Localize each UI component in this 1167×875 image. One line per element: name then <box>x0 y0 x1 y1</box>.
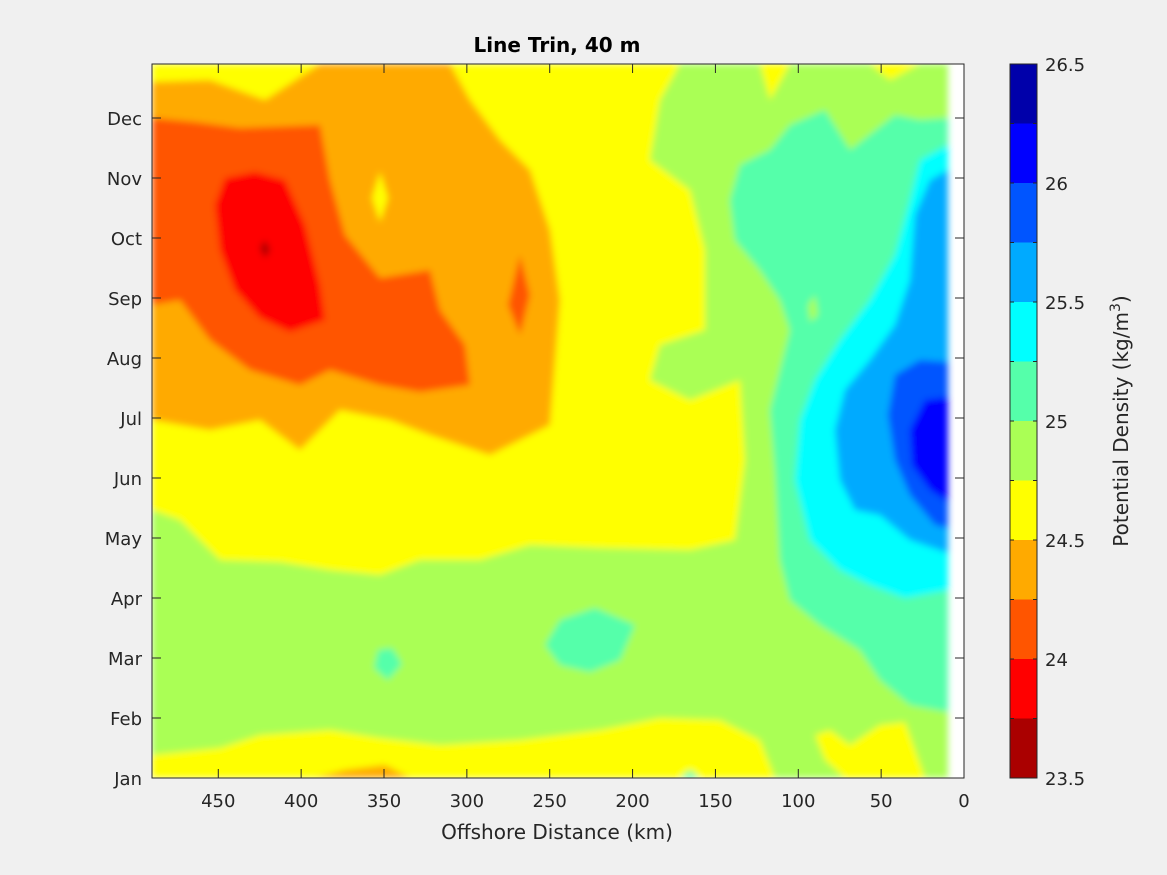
contour-region-orange <box>315 765 410 778</box>
y-tick-label: Nov <box>107 169 142 190</box>
colorbar-label: Potential Density (kg/m3) <box>1108 295 1133 546</box>
y-tick-label: Jan <box>113 769 142 790</box>
contour-region-aquagreen <box>545 608 635 672</box>
contour-region-darkred <box>260 240 270 258</box>
chart-title: Line Trin, 40 m <box>474 33 641 57</box>
axes <box>151 63 965 779</box>
y-tick-label: Dec <box>107 109 142 130</box>
y-tick-label: Feb <box>110 709 142 730</box>
colorbar: 23.5 24 24.5 25 25.5 26 26.5 <box>1009 55 1085 790</box>
contour-region-yellow <box>815 722 925 778</box>
x-tick-label: 450 <box>201 791 235 812</box>
colorbar-tick-label: 24 <box>1045 650 1068 671</box>
y-tick-label: May <box>105 529 143 550</box>
x-tick-label: 400 <box>284 791 318 812</box>
colorbar-segment <box>1010 64 1037 124</box>
y-axis: Jan Feb Mar Apr May Jun Jul Aug Sep Oct Nov Dec <box>105 109 964 790</box>
contour-region-yellow <box>372 172 388 222</box>
contour-region-red <box>215 172 325 332</box>
x-axis-label: Offshore Distance (km) <box>441 820 673 844</box>
contour-region-aquagreen <box>374 648 402 680</box>
colorbar-tick-label: 23.5 <box>1045 769 1085 790</box>
contour-region-orange-red <box>508 255 530 335</box>
x-tick-label: 350 <box>367 791 401 812</box>
contour-region-green <box>808 295 818 322</box>
colorbar-segment <box>1010 421 1037 481</box>
x-tick-label: 0 <box>958 791 969 812</box>
y-tick-label: Oct <box>111 229 142 250</box>
x-tick-label: 50 <box>870 791 893 812</box>
x-tick-label: 150 <box>698 791 732 812</box>
colorbar-tick-label: 25 <box>1045 412 1068 433</box>
colorbar-tick-label: 25.5 <box>1045 293 1085 314</box>
colorbar-segment <box>1010 123 1037 183</box>
axes-box <box>151 63 965 779</box>
colorbar-tick-label: 24.5 <box>1045 531 1085 552</box>
colorbar-segment <box>1010 183 1037 243</box>
colorbar-segment <box>1010 540 1037 600</box>
colorbar-segment <box>1010 302 1037 362</box>
contour-region-yellow <box>870 64 920 80</box>
colorbar-segment <box>1010 361 1037 421</box>
colorbar-tick-label: 26 <box>1045 174 1068 195</box>
x-tick-label: 200 <box>615 791 649 812</box>
y-tick-label: Jun <box>113 469 142 490</box>
y-tick-label: Jul <box>119 409 142 430</box>
colorbar-segment <box>1010 718 1037 778</box>
x-tick-label: 100 <box>781 791 815 812</box>
x-tick-label: 300 <box>450 791 484 812</box>
colorbar-segment <box>1010 480 1037 540</box>
contour-region-aquagreen <box>680 770 700 778</box>
contour-fill <box>152 64 948 778</box>
colorbar-segment <box>1010 599 1037 659</box>
y-tick-label: Mar <box>108 649 143 670</box>
contour-region-yellow <box>760 64 790 100</box>
colorbar-segment <box>1010 242 1037 302</box>
y-tick-label: Aug <box>107 349 142 370</box>
colorbar-segment <box>1010 659 1037 719</box>
contour-region-deepblue <box>910 397 948 502</box>
y-tick-label: Apr <box>111 589 143 610</box>
y-tick-label: Sep <box>108 289 142 310</box>
x-tick-label: 250 <box>533 791 567 812</box>
x-axis: 450 400 350 300 250 200 150 100 50 0 <box>201 64 970 812</box>
colorbar-tick-label: 26.5 <box>1045 55 1085 76</box>
contour-region-yellow <box>152 718 775 778</box>
